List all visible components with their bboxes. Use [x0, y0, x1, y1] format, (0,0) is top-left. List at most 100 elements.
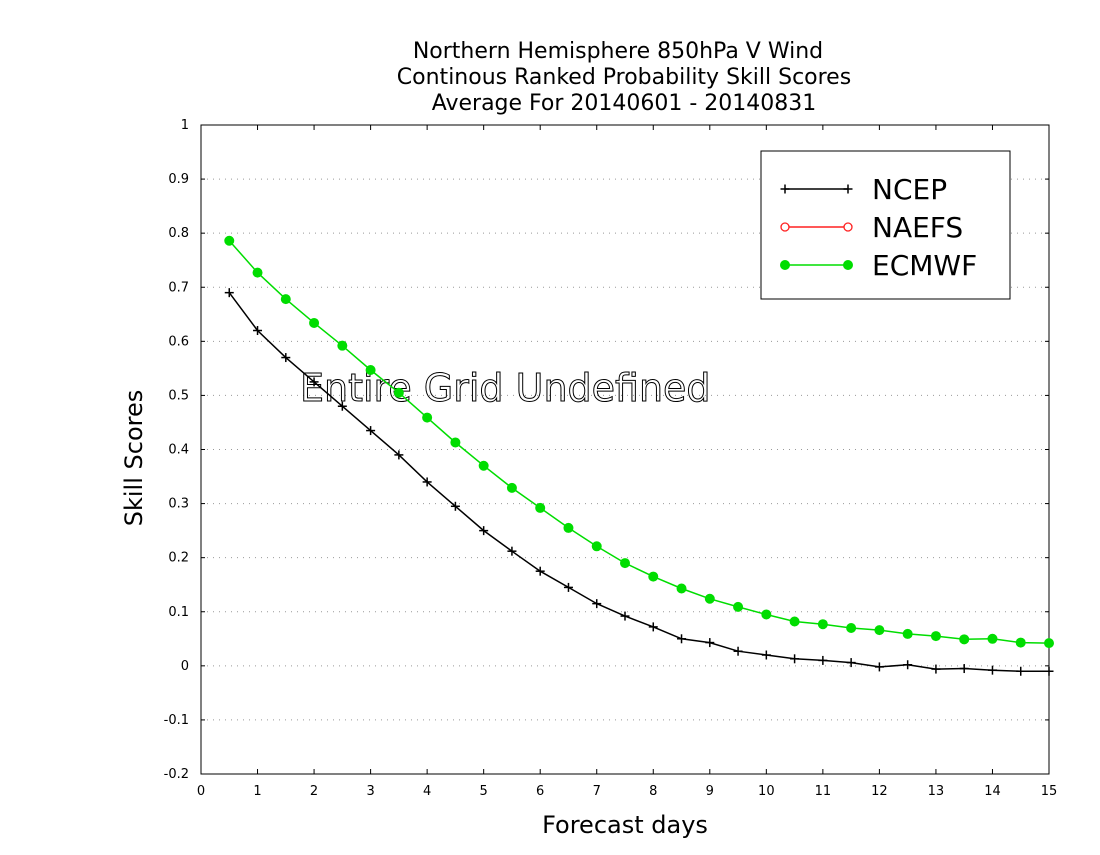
undefined-grid-annotation: Entire Grid Undefined — [300, 366, 711, 410]
legend: NCEP NAEFS ECMWF — [760, 150, 1011, 300]
chart-title: Northern Hemisphere 850hPa V Wind Contin… — [397, 39, 851, 116]
data-point-ncep — [281, 353, 291, 363]
legend-marker-ncep — [780, 184, 790, 194]
data-point-ecmwf — [620, 558, 630, 569]
plot-frame — [200, 124, 1050, 775]
data-point-ncep — [620, 611, 630, 621]
data-point-ncep — [535, 566, 545, 576]
legend-marker-naefs — [780, 222, 790, 232]
y-tick-label: 0.6 — [168, 334, 189, 349]
data-point-ecmwf — [280, 294, 291, 305]
data-point-ncep — [253, 326, 263, 336]
data-point-ecmwf — [252, 267, 263, 278]
x-tick-label: 10 — [758, 784, 775, 799]
data-point-ncep — [563, 582, 573, 592]
series-line-ecmwf — [228, 240, 1050, 644]
y-tick-label: 0.7 — [168, 280, 189, 295]
data-point-ncep — [677, 634, 687, 644]
x-tick-label: 6 — [536, 784, 544, 799]
y-tick-label: 1 — [181, 118, 189, 133]
legend-marker-ncep — [843, 184, 853, 194]
legend-label-ecmwf: ECMWF — [872, 249, 977, 282]
legend-box — [760, 150, 1011, 300]
data-point-ncep — [592, 599, 602, 609]
y-tick-label: 0.8 — [168, 226, 189, 241]
data-point-ecmwf — [817, 619, 828, 630]
y-tick-label: 0.5 — [168, 388, 189, 403]
data-point-ecmwf — [591, 541, 602, 552]
legend-marker-ecmwf — [780, 260, 790, 270]
data-point-ncep — [761, 650, 771, 660]
data-point-ecmwf — [563, 522, 574, 533]
x-axis-ticks: 0 1 2 3 4 5 6 7 8 9 10 11 12 13 14 15 — [197, 125, 1057, 799]
x-tick-label: 8 — [649, 784, 657, 799]
y-tick-label: 0.2 — [168, 551, 189, 566]
data-point-ncep — [394, 450, 404, 460]
series-line-ncep — [228, 292, 1049, 672]
x-tick-label: 15 — [1041, 784, 1058, 799]
data-point-ecmwf — [874, 625, 885, 636]
legend-label-ncep: NCEP — [872, 173, 947, 206]
data-point-ecmwf — [506, 482, 517, 493]
data-point-ecmwf — [648, 571, 659, 582]
x-tick-label: 4 — [423, 784, 431, 799]
data-point-ecmwf — [676, 583, 687, 594]
legend-marker-naefs — [843, 222, 853, 232]
series-ncep — [224, 288, 1054, 676]
y-tick-label: 0.9 — [168, 172, 189, 187]
data-point-ncep — [224, 288, 234, 298]
data-point-ncep — [790, 654, 800, 664]
x-tick-label: 11 — [815, 784, 832, 799]
x-tick-label: 1 — [253, 784, 261, 799]
y-tick-label: 0.1 — [168, 605, 189, 620]
title-line-1: Northern Hemisphere 850hPa V Wind — [413, 39, 823, 64]
x-tick-label: 12 — [871, 784, 888, 799]
data-point-ncep — [450, 501, 460, 511]
data-point-ncep — [903, 660, 913, 670]
x-tick-label: 7 — [593, 784, 601, 799]
data-point-ecmwf — [733, 601, 744, 612]
legend-item-ecmwf: ECMWF — [780, 249, 977, 282]
y-tick-label: 0.3 — [168, 497, 189, 512]
y-tick-label: 0.4 — [168, 443, 189, 458]
x-tick-label: 14 — [984, 784, 1001, 799]
data-point-ecmwf — [450, 437, 461, 448]
y-axis-label: Skill Scores — [120, 390, 148, 527]
data-point-ecmwf — [930, 631, 941, 642]
data-point-ncep — [846, 658, 856, 668]
data-point-ncep — [1016, 666, 1026, 676]
series-layer — [224, 235, 1054, 676]
data-point-ecmwf — [422, 412, 433, 423]
data-point-ncep — [959, 664, 969, 674]
data-point-ecmwf — [337, 340, 348, 351]
data-point-ecmwf — [902, 628, 913, 639]
data-point-ncep — [422, 477, 432, 487]
x-tick-label: 9 — [706, 784, 714, 799]
data-point-ecmwf — [789, 616, 800, 627]
data-point-ncep — [733, 646, 743, 656]
data-point-ncep — [479, 526, 489, 536]
data-point-ecmwf — [1044, 638, 1054, 649]
y-axis-ticks: -0.2 -0.1 0 0.1 0.2 0.3 0.4 0.5 0.6 0.7 0.8 0.9 1 — [164, 118, 1049, 782]
y-tick-label: -0.1 — [164, 713, 189, 728]
data-point-ncep — [648, 622, 658, 632]
data-point-ncep — [987, 665, 997, 675]
data-point-ecmwf — [393, 387, 404, 398]
data-point-ncep — [309, 377, 319, 387]
series-ecmwf — [224, 235, 1054, 649]
data-point-ecmwf — [365, 364, 376, 375]
data-point-ecmwf — [224, 235, 235, 246]
data-point-ecmwf — [846, 622, 857, 633]
y-tick-label: -0.2 — [164, 767, 189, 782]
data-point-ncep — [818, 655, 828, 665]
data-point-ncep — [337, 401, 347, 411]
x-tick-label: 13 — [928, 784, 945, 799]
data-point-ncep — [705, 638, 715, 648]
data-point-ncep — [507, 546, 517, 556]
legend-marker-ecmwf — [843, 260, 853, 270]
data-point-ecmwf — [309, 317, 320, 328]
data-point-ncep — [366, 426, 376, 436]
x-axis-label: Forecast days — [542, 811, 708, 839]
legend-item-ncep: NCEP — [780, 173, 947, 206]
data-point-ecmwf — [1015, 637, 1026, 648]
